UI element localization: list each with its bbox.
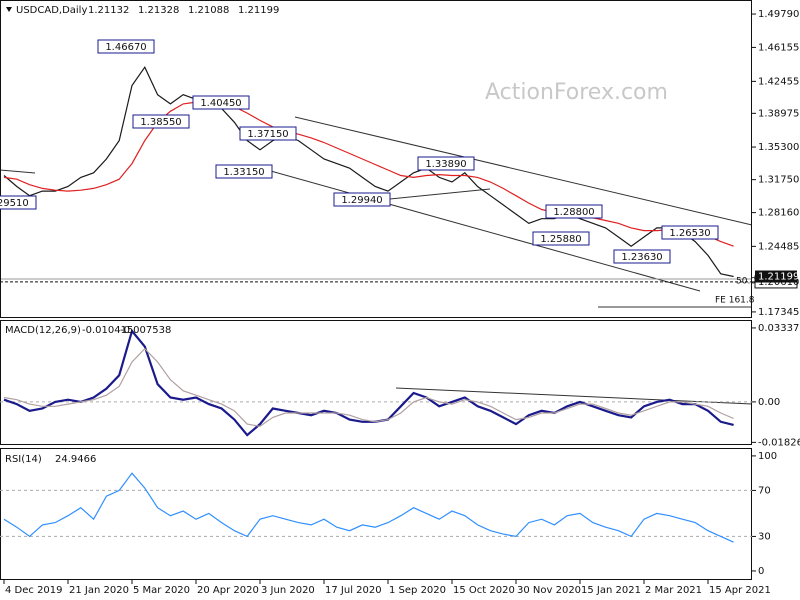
x-tick-label: 5 Mar 2020: [133, 585, 190, 596]
price-label-box: [333, 192, 391, 207]
x-tick-label: 2 Mar 2021: [645, 585, 702, 596]
indicator-title: RSI(14): [5, 454, 42, 465]
x-tick-label: 15 Jan 2021: [581, 585, 641, 596]
y-tick-label: 1.38975: [758, 108, 799, 119]
menu-arrow: [6, 7, 12, 12]
price-label: 1.29940: [341, 195, 382, 206]
price-label: 1.33890: [425, 159, 466, 170]
y-tick-label: 1.49790: [758, 9, 799, 20]
price-label-box: [545, 204, 603, 219]
price-label-box: [215, 164, 273, 179]
y-tick-label: 1.17345: [758, 307, 799, 318]
series-line: [3, 328, 734, 437]
price-label-box: [417, 156, 475, 171]
price-label: 1.28800: [553, 207, 594, 218]
price-label: 1.38550: [140, 117, 181, 128]
indicator-value: 24.9466: [55, 454, 96, 465]
trend-line: [379, 188, 491, 201]
price-label-box: [613, 249, 671, 264]
x-tick-label: 20 Apr 2020: [197, 585, 259, 596]
rsi-panel-frame: [0, 448, 752, 580]
y-tick-label: -0.018262: [758, 437, 800, 448]
y-tick-label: 30: [758, 531, 771, 542]
fib-note: FE 161.8: [715, 296, 755, 306]
x-tick-label: 15 Apr 2021: [709, 585, 771, 596]
fib-note: 50.0: [736, 277, 756, 287]
indicator-value: -0.007538: [120, 325, 171, 336]
y-tick-label: 100: [758, 451, 777, 462]
price-label-box: [661, 225, 719, 240]
y-tick-label: 0: [758, 566, 764, 577]
price-label-box: [532, 231, 590, 246]
ohlc-value: 1.21199: [238, 5, 279, 16]
price-panel-frame: [0, 0, 752, 318]
ohlc-value: 1.21132: [88, 5, 129, 16]
macd-panel-frame: [0, 320, 752, 445]
price-label: 1.33150: [223, 167, 264, 178]
y-tick-label: 70: [758, 485, 771, 496]
trend-line: [0, 169, 36, 174]
series-line: [3, 347, 734, 427]
price-label-box: [192, 95, 250, 110]
x-tick-label: 3 Jun 2020: [261, 585, 315, 596]
symbol-title: USDCAD,Daily: [16, 5, 87, 16]
x-tick-label: 17 Jul 2020: [325, 585, 382, 596]
price-label-box: [97, 39, 155, 54]
price-label: 1.26530: [669, 228, 710, 239]
x-tick-label: 4 Dec 2019: [5, 585, 63, 596]
price-label: 1.46670: [105, 42, 146, 53]
x-tick-label: 30 Nov 2020: [517, 585, 581, 596]
y-tick-label: 1.35300: [758, 142, 799, 153]
macd-trend-line: [395, 387, 753, 405]
ohlc-value: 1.21088: [188, 5, 229, 16]
price-label-box: [132, 114, 190, 129]
series-line: [3, 472, 734, 543]
price-label-box: [0, 195, 37, 210]
y-tick-label: 1.42455: [758, 76, 799, 87]
y-tick-label: 1.24485: [758, 241, 799, 252]
price-box: [755, 270, 797, 283]
x-tick-label: 1 Sep 2020: [389, 585, 446, 596]
price-label: 1.25880: [540, 234, 581, 245]
price-label: 1.37150: [247, 129, 288, 140]
indicator-value: -0.010415: [82, 325, 133, 336]
channel-lower: [259, 167, 701, 292]
channel-upper: [294, 116, 753, 226]
y-tick-label: 1.28160: [758, 208, 799, 219]
price-label: 1.40450: [200, 98, 241, 109]
y-tick-label: 1.31750: [758, 175, 799, 186]
price-label: 1.23630: [621, 252, 662, 263]
series-line: [3, 101, 734, 247]
series-line: [3, 66, 734, 278]
price-label: 1.29510: [0, 198, 29, 209]
y-tick-label: 1.46155: [758, 42, 799, 53]
x-tick-label: 15 Oct 2020: [453, 585, 515, 596]
x-tick-label: 21 Jan 2020: [69, 585, 129, 596]
ohlc-value: 1.21328: [138, 5, 179, 16]
y-tick-label: 0.03337: [758, 323, 799, 334]
price-label-box: [239, 126, 297, 141]
y-tick-label: 0.00: [758, 397, 780, 408]
current-price: 1.21199: [758, 272, 799, 283]
indicator-title: MACD(12,26,9): [5, 325, 81, 336]
watermark: ActionForex.com: [485, 80, 668, 105]
